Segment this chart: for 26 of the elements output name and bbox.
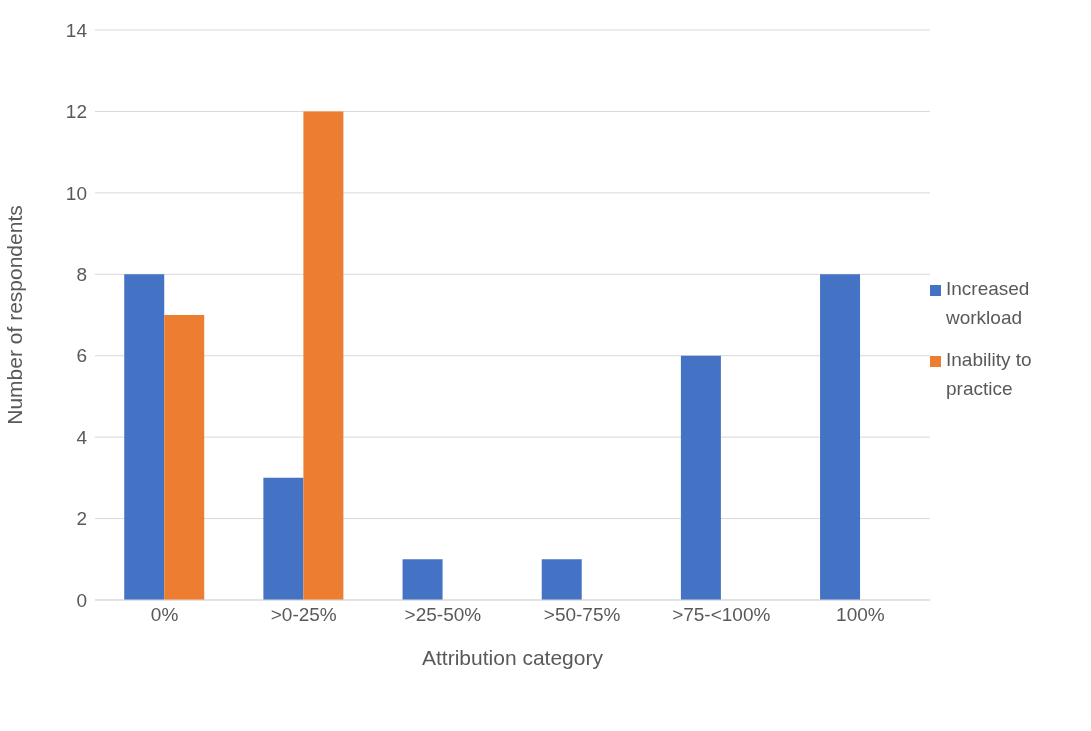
bar xyxy=(124,274,165,600)
y-tick-label: 6 xyxy=(76,345,87,367)
x-tick-label: >0-25% xyxy=(270,604,337,626)
y-tick-label: 14 xyxy=(65,19,88,41)
bar xyxy=(820,274,861,600)
y-axis-title: Number of respondents xyxy=(3,205,27,425)
x-tick-label: >50-75% xyxy=(543,604,621,626)
x-tick-label: 0% xyxy=(150,604,179,626)
y-tick-label: 12 xyxy=(65,101,87,123)
y-tick-label: 0 xyxy=(76,589,87,611)
legend-label: Increased workload xyxy=(946,277,1031,330)
x-tick-label: 100% xyxy=(836,604,885,626)
y-tick-label: 4 xyxy=(76,426,88,448)
bar xyxy=(541,559,582,600)
y-tick-label: 10 xyxy=(65,182,87,204)
bar xyxy=(402,559,443,600)
bar xyxy=(263,477,304,600)
legend-label: Inability to practice xyxy=(946,348,1033,401)
x-tick-label: >75-<100% xyxy=(672,604,771,626)
bar xyxy=(164,315,205,600)
bar xyxy=(680,355,721,600)
y-tick-label: 2 xyxy=(76,508,87,530)
y-tick-label: 8 xyxy=(76,264,87,286)
bar xyxy=(303,111,344,600)
x-tick-label: >25-50% xyxy=(404,604,482,626)
x-axis-title: Attribution category xyxy=(422,646,604,669)
